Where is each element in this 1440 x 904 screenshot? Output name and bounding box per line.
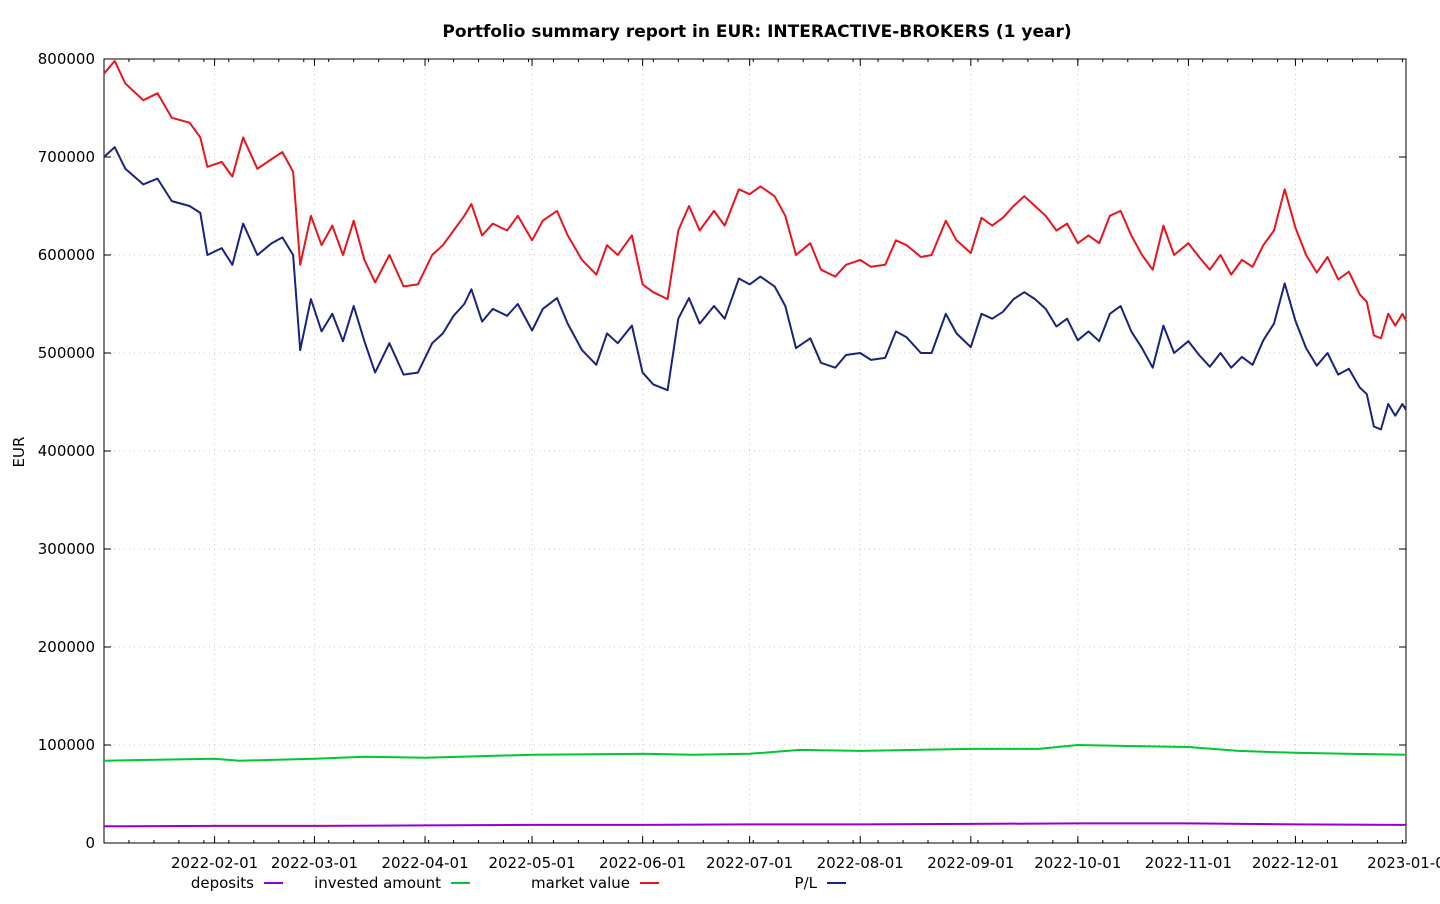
x-tick-label: 2022-05-01 [488, 854, 575, 872]
series-line-market-value [103, 60, 1407, 340]
x-tick-label: 2022-02-01 [171, 854, 258, 872]
series-line-deposits [103, 822, 1407, 828]
y-tick-label: 600000 [38, 246, 95, 264]
y-tick-label: 500000 [38, 344, 95, 362]
y-axis-label: EUR [10, 437, 28, 468]
y-tick-label: 0 [85, 834, 95, 852]
y-tick-label: 200000 [38, 638, 95, 656]
x-tick-label: 2022-10-01 [1034, 854, 1121, 872]
chart-title: Portfolio summary report in EUR: INTERAC… [442, 22, 1071, 42]
y-tick-label: 800000 [38, 50, 95, 68]
x-tick-label: 2022-09-01 [927, 854, 1014, 872]
series-line-p-l [103, 146, 1407, 431]
x-tick-label: 2022-12-01 [1252, 854, 1339, 872]
legend-label-invested-amount: invested amount [314, 874, 441, 892]
x-tick-label: 2023-01-0 [1367, 854, 1440, 872]
x-tick-label: 2022-06-01 [599, 854, 686, 872]
y-tick-label: 400000 [38, 442, 95, 460]
x-tick-label: 2022-03-01 [271, 854, 358, 872]
x-tick-label: 2022-04-01 [381, 854, 468, 872]
legend: deposits invested amount market value P/L [191, 874, 846, 892]
x-tick-label: 2022-08-01 [817, 854, 904, 872]
legend-label-deposits: deposits [191, 874, 254, 892]
y-axis: 0 100000 200000 300000 400000 500000 600000 700… [38, 50, 1406, 852]
y-tick-label: 300000 [38, 540, 95, 558]
legend-label-p-l: P/L [795, 874, 818, 892]
y-tick-label: 700000 [38, 148, 95, 166]
legend-label-market-value: market value [531, 874, 630, 892]
series-line-invested-amount [103, 744, 1407, 762]
y-tick-label: 100000 [38, 736, 95, 754]
x-axis: 2022-02-01 2022-03-01 2022-04-01 2022-05-01… [128, 59, 1440, 872]
x-tick-label: 2022-11-01 [1145, 854, 1232, 872]
x-tick-label: 2022-07-01 [706, 854, 793, 872]
series-lines [103, 60, 1407, 828]
grid-lines [104, 59, 1406, 843]
